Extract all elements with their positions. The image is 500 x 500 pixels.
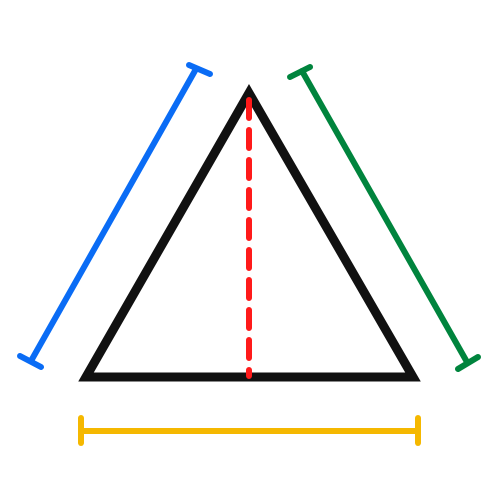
left-side-line xyxy=(28,66,199,364)
left-side-cap-bottom xyxy=(17,353,44,370)
left-side-measure xyxy=(17,62,213,370)
base-measure xyxy=(78,415,421,446)
left-side-cap-top xyxy=(186,62,213,77)
right-side-measure xyxy=(287,64,481,372)
right-side-cap-bottom xyxy=(455,354,481,372)
right-side-line xyxy=(299,68,470,365)
right-side-cap-top xyxy=(287,64,313,80)
